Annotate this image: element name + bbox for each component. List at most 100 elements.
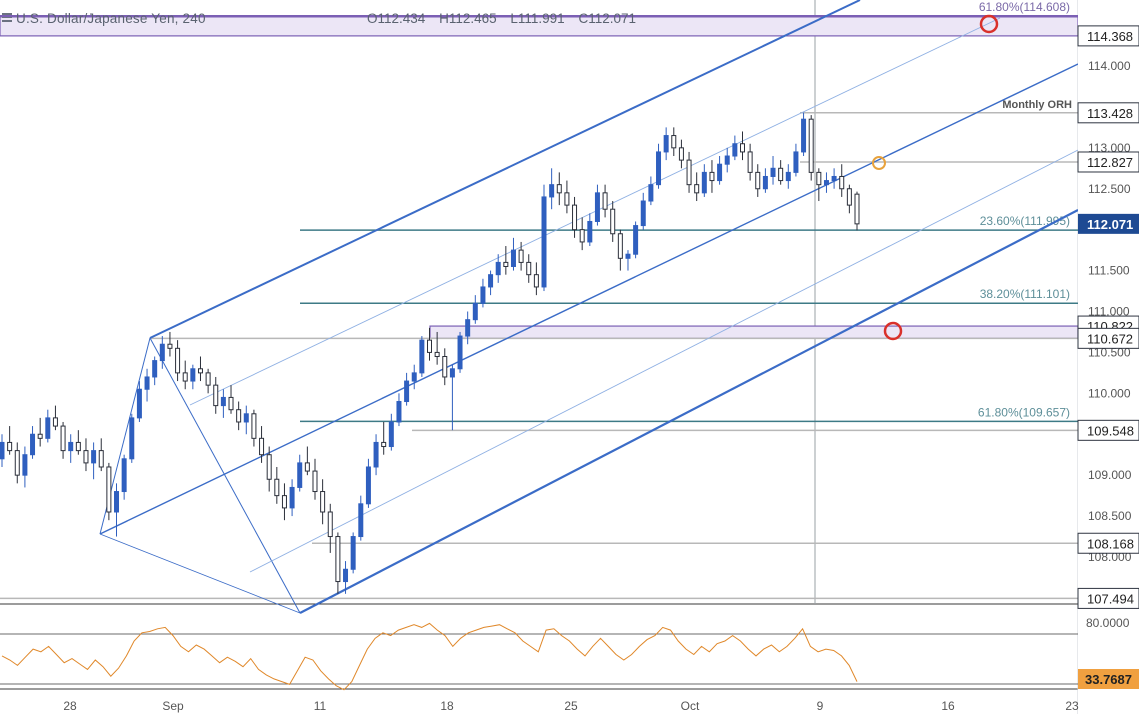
candle-60	[457, 331, 463, 373]
price-axis: 114.000 113.000 112.500 111.500 111.000 110.5…	[1077, 0, 1139, 714]
candle-body	[846, 188, 852, 206]
candle-69	[526, 254, 532, 283]
candle-14	[106, 462, 112, 521]
candle-74	[564, 180, 570, 214]
candle-52	[396, 393, 402, 427]
candle-61	[465, 311, 471, 345]
candle-body	[442, 356, 448, 378]
candle-42	[320, 479, 326, 525]
pitchfork-base	[99, 533, 301, 614]
candle-body	[114, 491, 120, 513]
fib-label-2: 38.20%(111.101)	[980, 287, 1070, 301]
candle-body	[190, 368, 196, 382]
candle-75	[572, 196, 578, 238]
candle-body	[159, 343, 165, 362]
candle-body	[312, 470, 318, 493]
candle-34	[259, 426, 265, 463]
candle-19	[144, 368, 150, 402]
candle-body	[801, 118, 807, 153]
candle-body	[121, 458, 127, 493]
candle-body	[556, 184, 562, 194]
candle-body	[213, 384, 219, 407]
ascending-pitchfork-channel	[99, 0, 1079, 614]
candle-body	[419, 339, 425, 374]
candle-body	[709, 171, 715, 182]
candle-96	[732, 135, 738, 161]
candle-70	[533, 262, 539, 296]
candle-body	[266, 454, 272, 480]
candle-45	[343, 561, 349, 594]
candle-10	[75, 430, 81, 455]
candle-body	[136, 388, 142, 419]
candle-body	[495, 261, 501, 276]
rsi-value-badge	[1078, 669, 1139, 689]
price-level-label: 109.548	[1087, 423, 1134, 438]
rsi-tick-label: 80.0000	[1086, 616, 1130, 630]
candle-35	[266, 446, 272, 492]
candle-body	[373, 441, 379, 468]
candle-95	[724, 147, 730, 173]
candle-body	[831, 175, 837, 182]
candle-11	[83, 438, 89, 472]
candle-55	[419, 336, 425, 377]
candle-111	[846, 184, 852, 214]
candle-50	[381, 421, 387, 455]
candle-32	[243, 405, 249, 435]
candlestick-series	[0, 112, 860, 594]
candle-101	[770, 156, 776, 185]
y-tick-label: 110.000	[1088, 386, 1131, 400]
menu-icon[interactable]	[2, 13, 12, 22]
candle-body	[60, 425, 66, 452]
candle-106	[808, 115, 814, 181]
candle-body	[167, 343, 173, 349]
candle-body	[427, 339, 432, 353]
candle-109	[831, 168, 837, 189]
price-level-badge	[1077, 587, 1139, 609]
candle-body	[404, 380, 410, 403]
channel-lower-line	[299, 209, 1079, 614]
candle-86	[656, 143, 662, 189]
candle-body	[617, 233, 623, 259]
candle-66	[503, 246, 509, 275]
candle-64	[488, 270, 494, 296]
candle-body	[717, 163, 723, 182]
candle-29	[220, 389, 226, 418]
candle-49	[373, 434, 379, 476]
price-level-label: 107.494	[1087, 591, 1134, 606]
candle-body	[343, 568, 349, 583]
candle-body	[518, 249, 524, 263]
candle-body	[98, 450, 104, 468]
y-tick-label: 113.000	[1088, 141, 1131, 155]
candle-5	[37, 417, 43, 447]
candle-body	[480, 286, 486, 304]
horizontal-levels: Monthly ORH	[0, 99, 1078, 600]
candle-90	[686, 151, 692, 193]
candle-25	[190, 364, 196, 390]
candle-108	[823, 172, 829, 193]
candle-body	[526, 261, 532, 276]
y-tick-label: 111.000	[1088, 305, 1130, 319]
candle-body	[281, 495, 287, 509]
candle-body	[396, 401, 402, 423]
x-tick-label: 9	[817, 699, 824, 713]
candle-body	[724, 155, 730, 165]
annotation-markers	[872, 14, 999, 341]
candle-87	[663, 127, 669, 161]
candle-77	[587, 213, 593, 247]
candle-body	[541, 196, 547, 288]
candle-body	[472, 302, 478, 321]
candle-97	[739, 131, 745, 161]
candle-body	[388, 421, 394, 448]
candle-body	[37, 433, 43, 439]
candle-body	[274, 478, 280, 497]
candle-body	[259, 437, 265, 456]
candle-44	[335, 532, 341, 594]
candle-body	[640, 200, 646, 227]
candle-16	[121, 454, 127, 500]
candle-body	[793, 151, 799, 173]
candle-104	[793, 143, 799, 177]
candle-body	[656, 151, 662, 186]
candle-body	[327, 511, 333, 538]
candle-112	[854, 191, 860, 231]
